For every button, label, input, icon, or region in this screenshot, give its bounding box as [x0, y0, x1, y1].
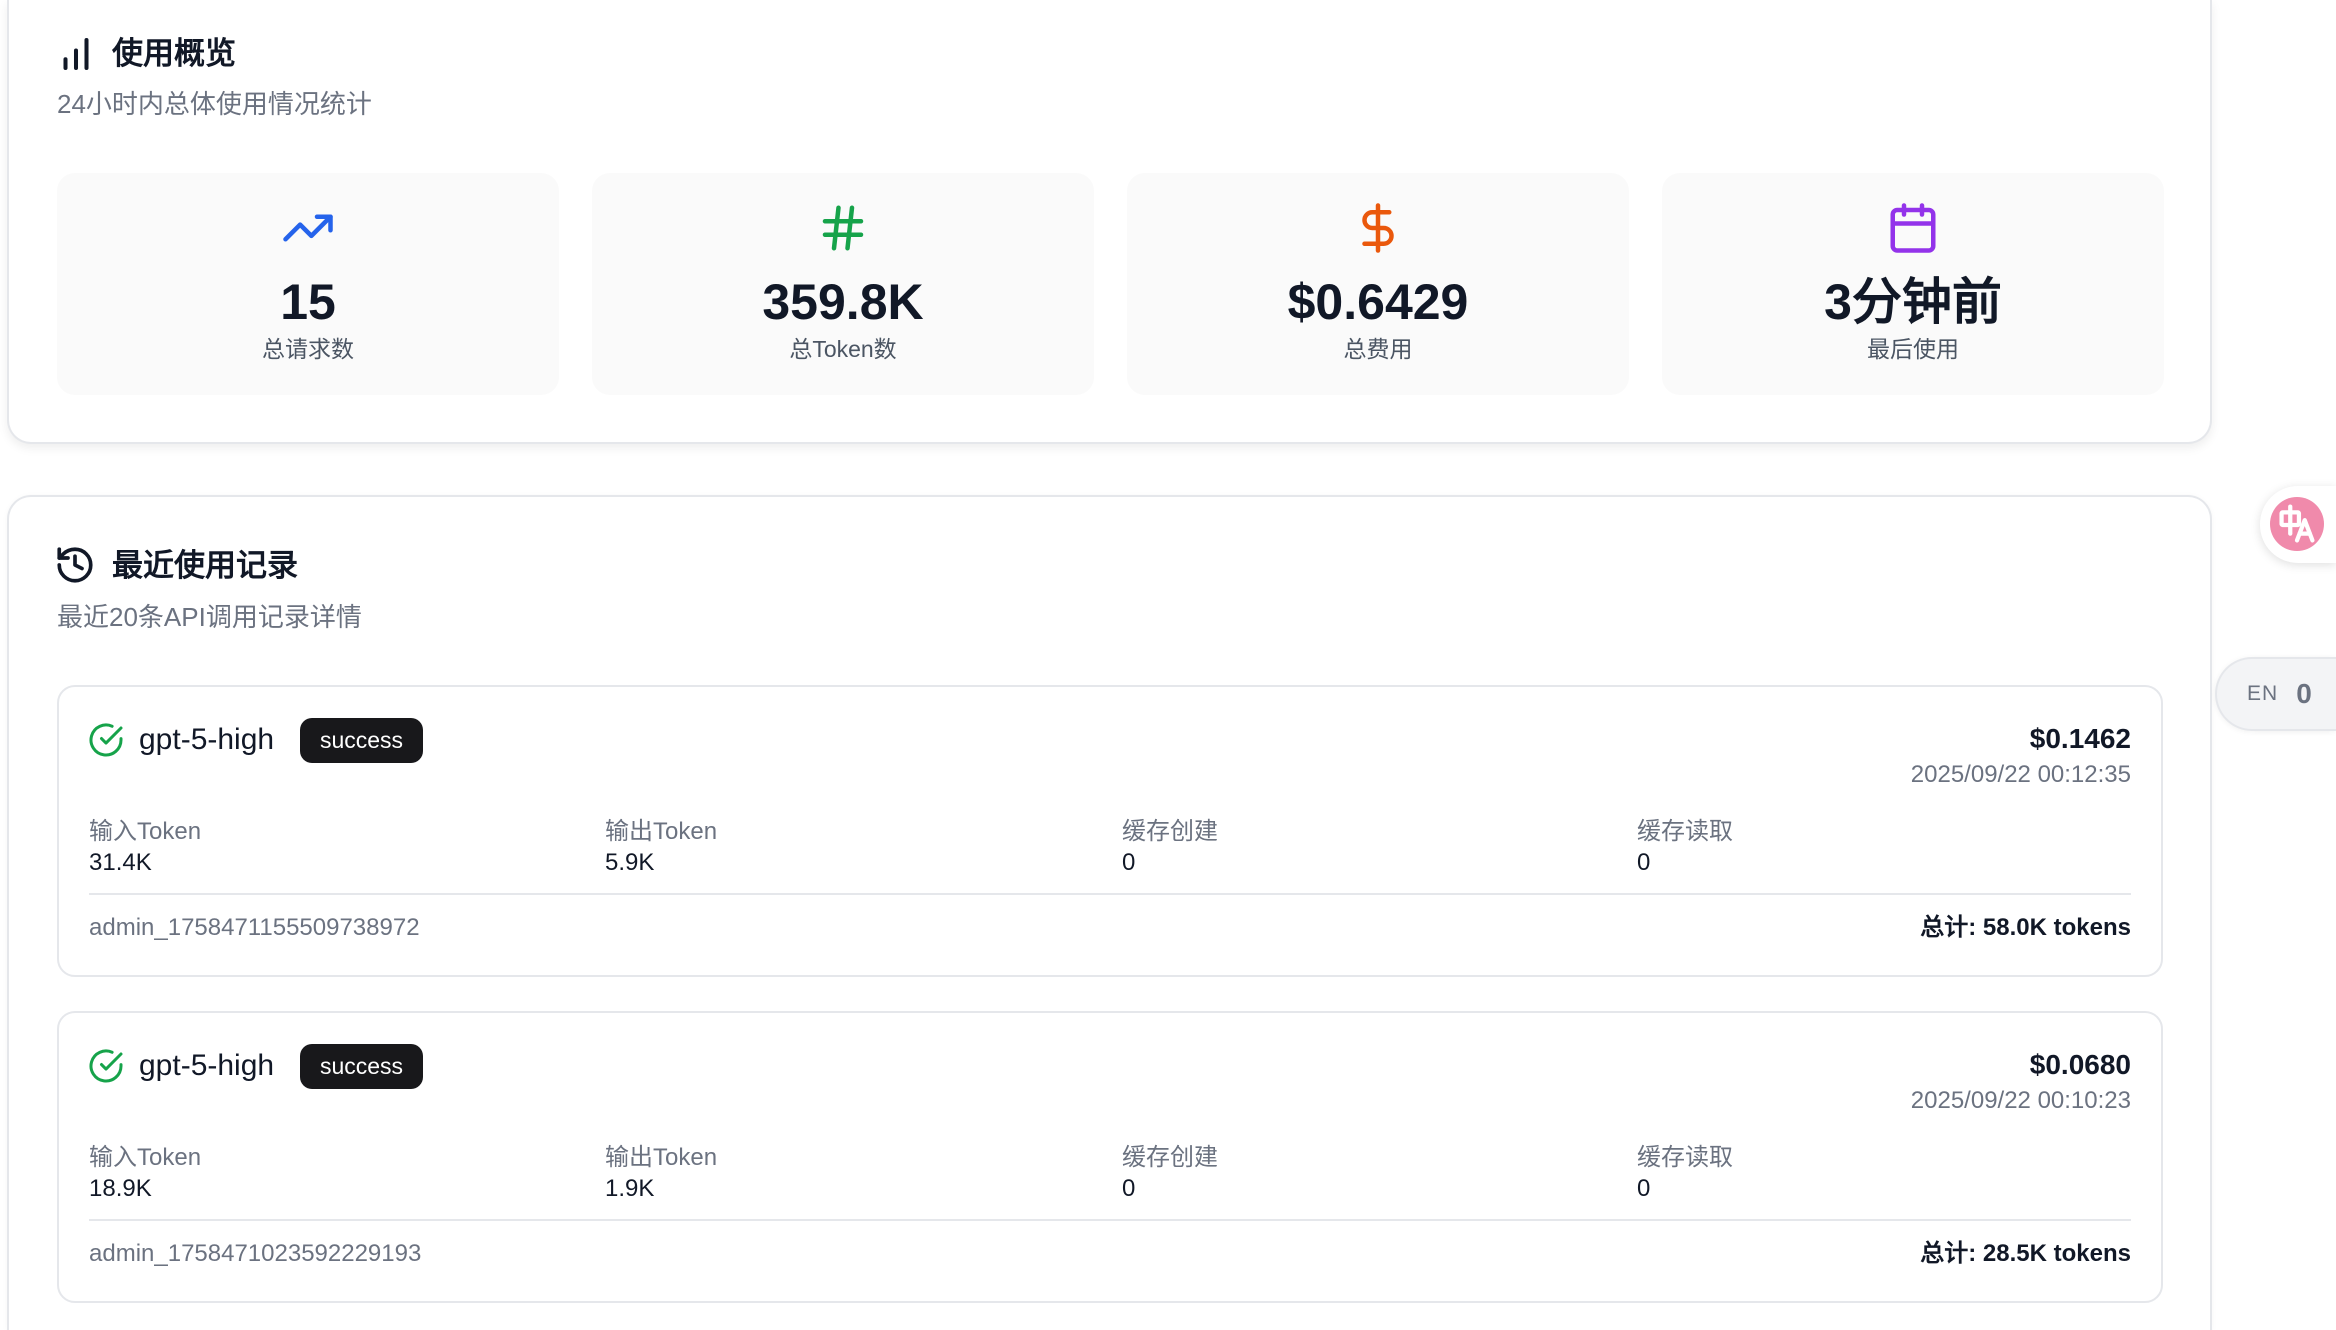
overview-title: 使用概览 [112, 36, 236, 71]
record-timestamp: 2025/09/22 00:12:35 [1910, 761, 2131, 788]
language-toggle[interactable]: EN 0 [2215, 657, 2336, 731]
dollar-sign-icon [1351, 201, 1405, 255]
record-cost: $0.1462 [2029, 723, 2131, 754]
translate-icon[interactable] [2270, 497, 2324, 551]
divider [89, 893, 2131, 895]
stat-value: 3分钟前 [1824, 274, 2002, 330]
check-circle-icon [88, 722, 124, 758]
metric-label: 缓存创建 [1122, 1144, 1218, 1171]
stat-label: 总费用 [1343, 336, 1413, 362]
stat-value: 359.8K [762, 274, 924, 330]
divider [89, 1219, 2131, 1221]
metric-value: 0 [1637, 849, 1651, 876]
status-badge: success [300, 718, 423, 763]
metric-label: 输出Token [605, 1144, 718, 1171]
stat-total-requests: 15 总请求数 [57, 173, 559, 395]
metric-value: 18.9K [89, 1175, 152, 1202]
metric-value: 31.4K [89, 849, 152, 876]
metric-label: 缓存读取 [1637, 1144, 1733, 1171]
stat-total-tokens: 359.8K 总Token数 [592, 173, 1094, 395]
calendar-icon [1886, 201, 1940, 255]
recent-usage-card: 最近使用记录 最近20条API调用记录详情 gpt-5-high success… [7, 495, 2212, 1330]
history-icon [54, 544, 96, 586]
metric-value: 0 [1122, 1175, 1136, 1202]
usage-record: gpt-5-high success $0.0680 2025/09/22 00… [57, 1011, 2163, 1303]
usage-record: gpt-5-high success $0.1462 2025/09/22 00… [57, 685, 2163, 977]
stat-total-cost: $0.6429 总费用 [1127, 173, 1629, 395]
translate-button[interactable] [2260, 486, 2336, 563]
status-badge: success [300, 1044, 423, 1089]
record-total-tokens: 总计: 58.0K tokens [1920, 914, 2131, 941]
metric-value: 0 [1122, 849, 1136, 876]
stat-label: 总请求数 [262, 336, 354, 362]
metric-cache-create: 缓存创建 0 [1122, 1141, 1622, 1204]
metric-label: 缓存创建 [1122, 818, 1218, 845]
record-timestamp: 2025/09/22 00:10:23 [1910, 1087, 2131, 1114]
bar-chart-icon [55, 33, 97, 75]
stat-label: 最后使用 [1867, 336, 1959, 362]
record-user-id: admin_1758471155509738972 [89, 914, 420, 941]
check-circle-icon [88, 1048, 124, 1084]
metric-cache-create: 缓存创建 0 [1122, 815, 1622, 878]
trending-up-icon [281, 201, 335, 255]
overview-subtitle: 24小时内总体使用情况统计 [57, 89, 372, 119]
stat-label: 总Token数 [789, 336, 897, 362]
stat-value: $0.6429 [1287, 274, 1469, 330]
recent-title: 最近使用记录 [112, 548, 298, 583]
usage-overview-card: 使用概览 24小时内总体使用情况统计 15 总请求数 359.8K 总Token… [7, 0, 2212, 444]
metric-label: 缓存读取 [1637, 818, 1733, 845]
metric-cache-read: 缓存读取 0 [1637, 815, 2137, 878]
metric-value: 0 [1637, 1175, 1651, 1202]
metric-label: 输出Token [605, 818, 718, 845]
record-cost: $0.0680 [2029, 1049, 2131, 1080]
stat-value: 15 [280, 274, 336, 330]
metric-input-tokens: 输入Token 31.4K [89, 815, 589, 878]
hash-icon [816, 201, 870, 255]
metric-value: 5.9K [605, 849, 655, 876]
stat-last-used: 3分钟前 最后使用 [1662, 173, 2164, 395]
model-name: gpt-5-high [139, 1049, 275, 1082]
metric-label: 输入Token [89, 1144, 202, 1171]
stats-grid: 15 总请求数 359.8K 总Token数 $0.6429 总费用 [57, 173, 2164, 395]
metric-input-tokens: 输入Token 18.9K [89, 1141, 589, 1204]
recent-subtitle: 最近20条API调用记录详情 [57, 602, 362, 632]
record-total-tokens: 总计: 28.5K tokens [1920, 1240, 2131, 1267]
metric-label: 输入Token [89, 818, 202, 845]
metric-output-tokens: 输出Token 5.9K [605, 815, 1105, 878]
language-label[interactable]: EN [2247, 682, 2279, 705]
metric-output-tokens: 输出Token 1.9K [605, 1141, 1105, 1204]
language-count[interactable]: 0 [2296, 678, 2312, 709]
record-user-id: admin_1758471023592229193 [89, 1240, 422, 1267]
metric-cache-read: 缓存读取 0 [1637, 1141, 2137, 1204]
metric-value: 1.9K [605, 1175, 655, 1202]
model-name: gpt-5-high [139, 723, 275, 756]
